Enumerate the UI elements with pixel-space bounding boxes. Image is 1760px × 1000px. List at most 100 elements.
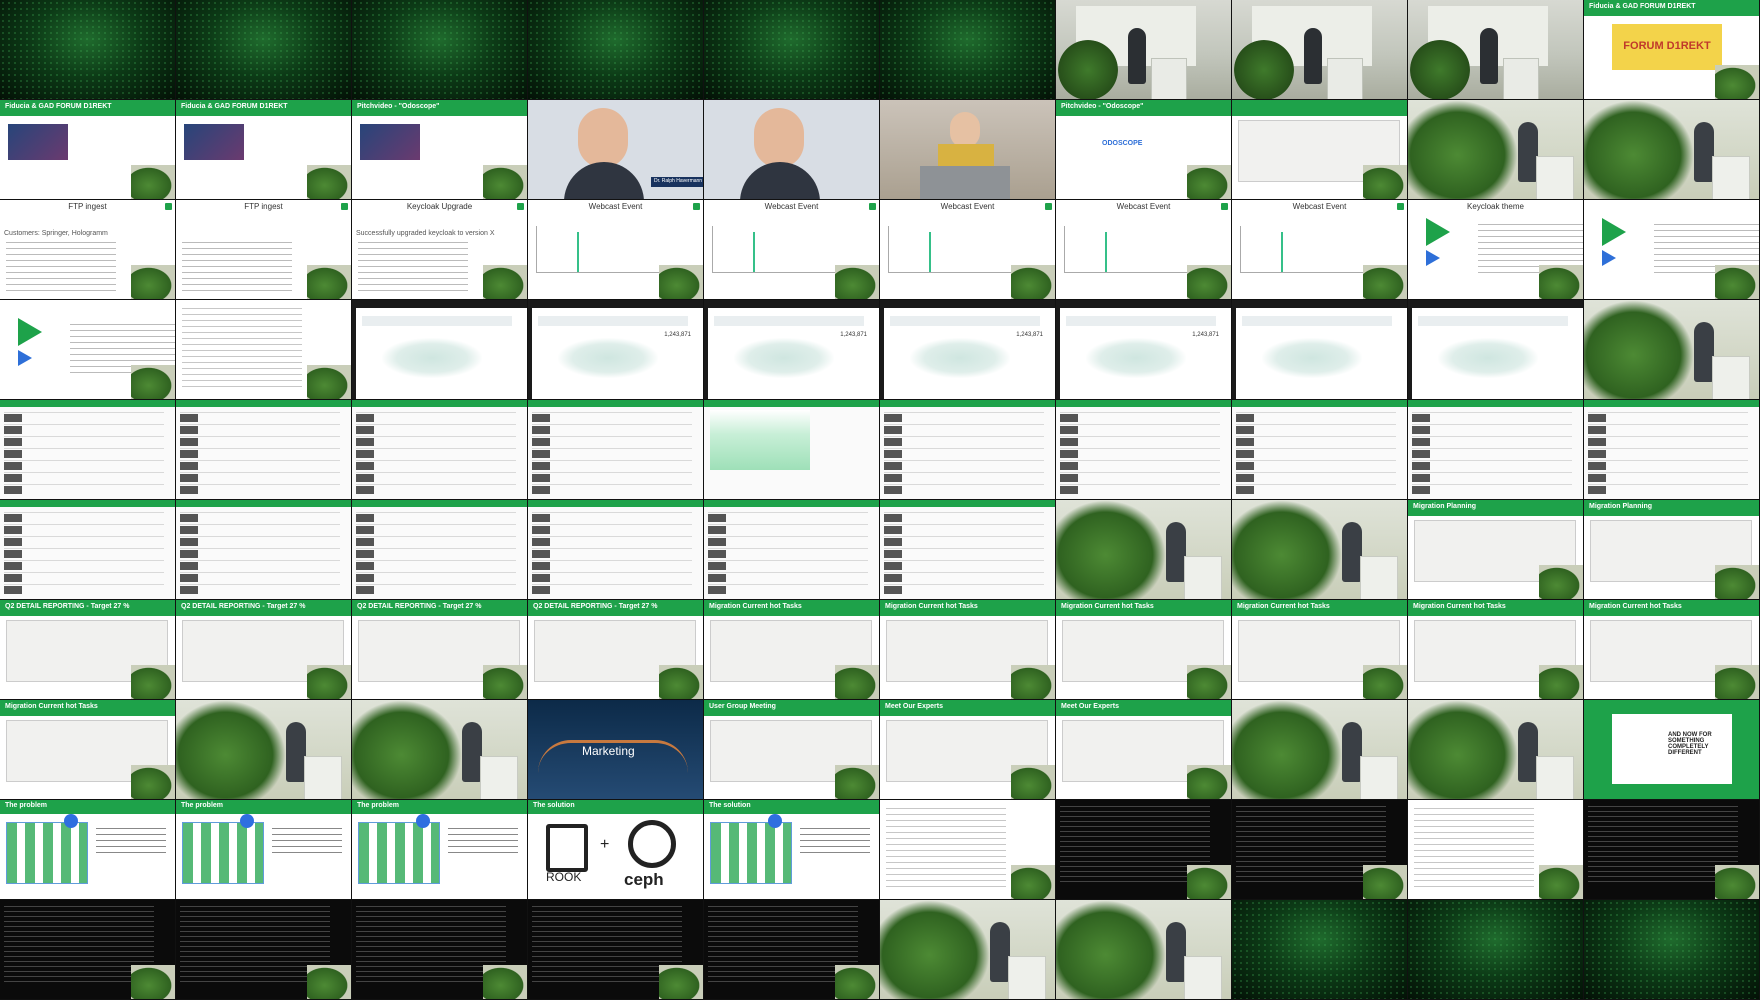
video-thumbnail[interactable]: Q2 DETAIL REPORTING - Target 27 % [352,600,528,700]
video-thumbnail[interactable] [1232,300,1408,400]
video-thumbnail[interactable]: FTP ingest [176,200,352,300]
video-thumbnail[interactable] [176,700,352,800]
video-thumbnail[interactable]: Q2 DETAIL REPORTING - Target 27 % [0,600,176,700]
video-thumbnail[interactable] [528,0,704,100]
video-thumbnail[interactable] [880,400,1056,500]
video-thumbnail[interactable]: Migration Current hot Tasks [0,700,176,800]
video-thumbnail[interactable]: User Group Meeting [704,700,880,800]
video-thumbnail[interactable] [176,0,352,100]
video-thumbnail[interactable] [1232,0,1408,100]
video-thumbnail[interactable] [1232,700,1408,800]
video-thumbnail[interactable] [1232,400,1408,500]
video-thumbnail[interactable]: Fiducia & GAD FORUM D1REKT FORUM D1REKT [1584,0,1760,100]
video-thumbnail[interactable] [1408,300,1584,400]
video-thumbnail[interactable] [1232,500,1408,600]
video-thumbnail[interactable]: Migration Current hot Tasks [704,600,880,700]
video-thumbnail[interactable] [1584,900,1760,1000]
video-thumbnail[interactable]: Migration Current hot Tasks [1232,600,1408,700]
video-thumbnail[interactable] [352,700,528,800]
video-thumbnail[interactable]: The solution [704,800,880,900]
video-thumbnail[interactable]: The problem [352,800,528,900]
video-thumbnail[interactable]: 1,243,871 [528,300,704,400]
video-thumbnail[interactable] [528,900,704,1000]
video-thumbnail[interactable]: AND NOW FOR SOMETHING COMPLETELY DIFFERE… [1584,700,1760,800]
video-thumbnail[interactable] [1408,0,1584,100]
video-thumbnail[interactable] [1584,400,1760,500]
video-thumbnail[interactable]: Webcast Event [880,200,1056,300]
video-thumbnail[interactable]: Webcast Event [1232,200,1408,300]
video-thumbnail[interactable]: Pitchvideo - "Odoscope" ODOSCOPE [1056,100,1232,200]
video-thumbnail[interactable] [0,300,176,400]
video-thumbnail[interactable] [1584,300,1760,400]
video-thumbnail[interactable]: Migration Planning [1408,500,1584,600]
video-thumbnail[interactable] [704,0,880,100]
video-thumbnail[interactable]: 1,243,871 [880,300,1056,400]
video-thumbnail[interactable] [528,400,704,500]
video-thumbnail[interactable] [352,400,528,500]
video-thumbnail[interactable] [1584,200,1760,300]
video-thumbnail[interactable]: Marketing [528,700,704,800]
video-thumbnail[interactable] [352,300,528,400]
video-thumbnail[interactable] [176,300,352,400]
video-thumbnail[interactable] [704,500,880,600]
video-thumbnail[interactable]: Q2 DETAIL REPORTING - Target 27 % [176,600,352,700]
video-thumbnail[interactable]: 1,243,871 [1056,300,1232,400]
video-thumbnail[interactable]: FTP ingest Customers: Springer, Hologramm [0,200,176,300]
video-thumbnail[interactable]: Webcast Event [704,200,880,300]
video-thumbnail[interactable] [0,900,176,1000]
video-thumbnail[interactable] [704,900,880,1000]
video-thumbnail[interactable] [704,100,880,200]
video-thumbnail[interactable]: Webcast Event [1056,200,1232,300]
video-thumbnail[interactable] [352,500,528,600]
video-thumbnail[interactable]: Keycloak theme [1408,200,1584,300]
video-thumbnail[interactable] [1408,700,1584,800]
video-thumbnail[interactable] [1408,900,1584,1000]
video-thumbnail[interactable] [176,500,352,600]
video-thumbnail[interactable] [352,0,528,100]
video-thumbnail[interactable] [1056,500,1232,600]
video-thumbnail[interactable] [1232,800,1408,900]
video-thumbnail[interactable]: Migration Current hot Tasks [1056,600,1232,700]
video-thumbnail[interactable] [880,900,1056,1000]
video-thumbnail[interactable] [1232,900,1408,1000]
video-thumbnail[interactable]: Migration Current hot Tasks [1584,600,1760,700]
video-thumbnail[interactable] [528,500,704,600]
video-thumbnail[interactable] [880,100,1056,200]
video-thumbnail[interactable]: Migration Current hot Tasks [880,600,1056,700]
video-thumbnail[interactable]: Webcast Event [528,200,704,300]
video-thumbnail[interactable] [1056,400,1232,500]
video-thumbnail[interactable] [176,900,352,1000]
video-thumbnail[interactable] [1056,0,1232,100]
video-thumbnail[interactable]: The solution + ROOK ceph [528,800,704,900]
video-thumbnail[interactable]: The problem [176,800,352,900]
video-thumbnail[interactable] [1408,400,1584,500]
video-thumbnail[interactable]: 1,243,871 [704,300,880,400]
video-thumbnail[interactable]: Dr. Ralph Havermann [528,100,704,200]
video-thumbnail[interactable] [0,0,176,100]
video-thumbnail[interactable] [0,400,176,500]
video-thumbnail[interactable]: Meet Our Experts [880,700,1056,800]
video-thumbnail[interactable]: Meet Our Experts [1056,700,1232,800]
video-thumbnail[interactable]: Fiducia & GAD FORUM D1REKT [176,100,352,200]
video-thumbnail[interactable] [1232,100,1408,200]
video-thumbnail[interactable] [1056,800,1232,900]
video-thumbnail[interactable]: Fiducia & GAD FORUM D1REKT [0,100,176,200]
video-thumbnail[interactable]: The problem [0,800,176,900]
video-thumbnail[interactable] [1056,900,1232,1000]
video-thumbnail[interactable]: Keycloak Upgrade Successfully upgraded ke… [352,200,528,300]
video-thumbnail[interactable] [176,400,352,500]
video-thumbnail[interactable] [704,400,880,500]
video-thumbnail[interactable] [1408,800,1584,900]
video-thumbnail[interactable] [880,500,1056,600]
video-thumbnail[interactable]: Migration Planning [1584,500,1760,600]
video-thumbnail[interactable] [1408,100,1584,200]
video-thumbnail[interactable] [880,0,1056,100]
video-thumbnail[interactable] [880,800,1056,900]
video-thumbnail[interactable] [0,500,176,600]
video-thumbnail[interactable] [352,900,528,1000]
video-thumbnail[interactable]: Q2 DETAIL REPORTING - Target 27 % [528,600,704,700]
video-thumbnail[interactable]: Migration Current hot Tasks [1408,600,1584,700]
video-thumbnail[interactable] [1584,100,1760,200]
video-thumbnail[interactable]: Pitchvideo - "Odoscope" [352,100,528,200]
video-thumbnail[interactable] [1584,800,1760,900]
